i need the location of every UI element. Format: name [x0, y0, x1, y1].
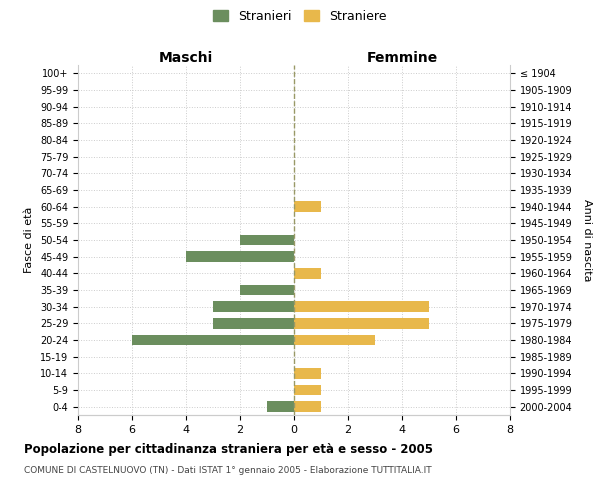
Bar — [294, 334, 375, 345]
Bar — [132, 334, 294, 345]
Bar — [294, 318, 429, 329]
Bar — [294, 401, 321, 412]
Bar — [294, 201, 321, 212]
Bar — [267, 401, 294, 412]
Bar — [240, 284, 294, 296]
Bar — [213, 301, 294, 312]
Bar — [240, 234, 294, 246]
Y-axis label: Fasce di età: Fasce di età — [25, 207, 34, 273]
Bar — [294, 268, 321, 279]
Bar — [294, 384, 321, 396]
Text: Maschi: Maschi — [159, 51, 213, 65]
Bar — [213, 318, 294, 329]
Text: COMUNE DI CASTELNUOVO (TN) - Dati ISTAT 1° gennaio 2005 - Elaborazione TUTTITALI: COMUNE DI CASTELNUOVO (TN) - Dati ISTAT … — [24, 466, 431, 475]
Y-axis label: Anni di nascita: Anni di nascita — [582, 198, 592, 281]
Text: Popolazione per cittadinanza straniera per età e sesso - 2005: Popolazione per cittadinanza straniera p… — [24, 442, 433, 456]
Text: Femmine: Femmine — [367, 51, 437, 65]
Bar — [294, 368, 321, 379]
Bar — [294, 301, 429, 312]
Bar — [186, 251, 294, 262]
Legend: Stranieri, Straniere: Stranieri, Straniere — [209, 6, 391, 26]
